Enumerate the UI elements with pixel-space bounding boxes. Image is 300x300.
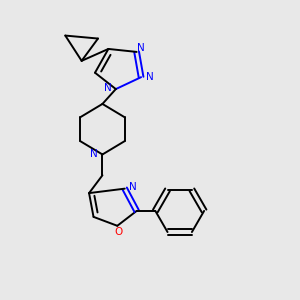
Text: N: N: [146, 72, 153, 82]
Text: N: N: [90, 149, 98, 160]
Text: N: N: [103, 83, 111, 93]
Text: O: O: [114, 227, 123, 237]
Text: N: N: [137, 43, 145, 53]
Text: N: N: [129, 182, 136, 192]
